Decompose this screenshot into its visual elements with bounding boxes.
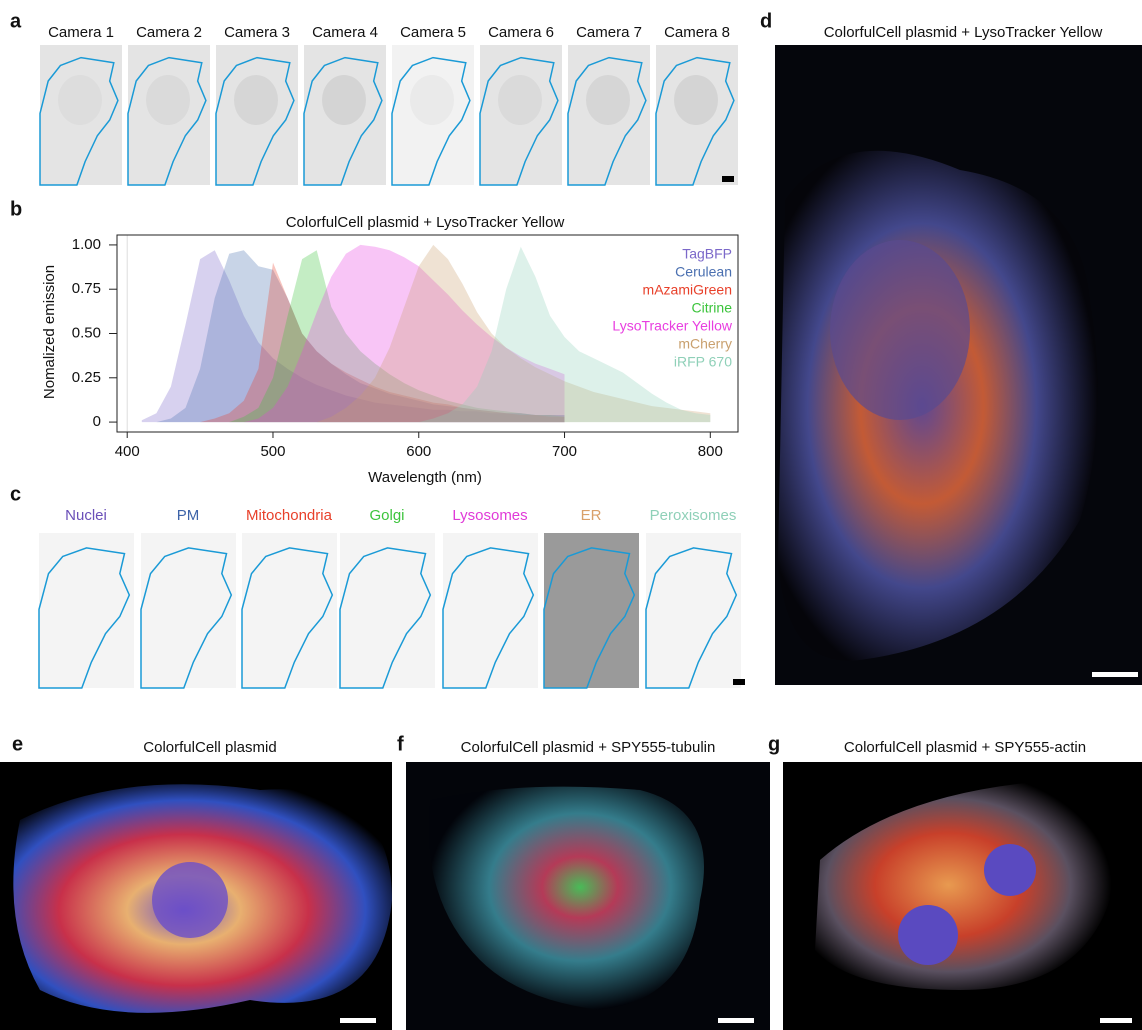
nucleus <box>830 240 970 420</box>
x-axis-label: Wavelength (nm) <box>368 469 482 486</box>
panel-label: f <box>397 733 404 755</box>
nucleus <box>898 905 958 965</box>
panel-label: d <box>760 10 772 32</box>
thumbnail <box>646 533 741 688</box>
y-axis-label: Nomalized emission <box>41 265 58 399</box>
panel-label: g <box>768 733 780 755</box>
chart-title: ColorfulCell plasmid + LysoTracker Yello… <box>286 214 565 231</box>
legend-entry: Citrine <box>692 300 733 316</box>
nucleus <box>984 844 1036 896</box>
panel-title: ColorfulCell plasmid + SPY555-tubulin <box>461 739 716 756</box>
panel-label: c <box>10 483 21 505</box>
thumbnail <box>340 533 435 688</box>
y-tick-label: 0 <box>93 413 101 430</box>
y-tick-label: 1.00 <box>72 236 101 253</box>
camera-label: Camera 8 <box>664 24 730 41</box>
x-tick-label: 700 <box>552 443 577 460</box>
thumb-texture <box>674 75 718 125</box>
legend-entry: iRFP 670 <box>674 354 732 370</box>
panel-label: a <box>10 10 22 32</box>
thumbnail <box>242 533 337 688</box>
thumbnail <box>39 533 134 688</box>
y-tick-label: 0.50 <box>72 324 101 341</box>
thumbnail <box>443 533 538 688</box>
organelle-label: Mitochondria <box>246 507 333 524</box>
thumb-texture <box>498 75 542 125</box>
organelle-label: Nuclei <box>65 507 107 524</box>
panel-title: ColorfulCell plasmid + SPY555-actin <box>844 739 1086 756</box>
thumb-texture <box>234 75 278 125</box>
camera-label: Camera 2 <box>136 24 202 41</box>
camera-label: Camera 1 <box>48 24 114 41</box>
thumb-texture <box>146 75 190 125</box>
panel-label: e <box>12 733 23 755</box>
legend-entry: LysoTracker Yellow <box>612 318 732 334</box>
camera-label: Camera 3 <box>224 24 290 41</box>
scale-bar <box>1100 1018 1132 1023</box>
y-tick-label: 0.75 <box>72 280 101 297</box>
legend-entry: TagBFP <box>682 246 732 262</box>
camera-label: Camera 6 <box>488 24 554 41</box>
nucleus <box>152 862 228 938</box>
legend-entry: Cerulean <box>675 264 732 280</box>
x-tick-label: 600 <box>406 443 431 460</box>
scale-bar <box>733 679 745 685</box>
scale-bar <box>1092 672 1138 677</box>
organelle-label: ER <box>581 507 602 524</box>
thumb-texture <box>586 75 630 125</box>
scale-bar <box>340 1018 376 1023</box>
thumb-texture <box>410 75 454 125</box>
x-tick-label: 800 <box>698 443 723 460</box>
thumb-texture <box>322 75 366 125</box>
panel-title: ColorfulCell plasmid <box>143 739 276 756</box>
panel-title: ColorfulCell plasmid + LysoTracker Yello… <box>824 24 1103 41</box>
scale-bar <box>722 176 734 182</box>
legend-entry: mAzamiGreen <box>643 282 732 298</box>
x-tick-label: 400 <box>115 443 140 460</box>
camera-label: Camera 4 <box>312 24 378 41</box>
camera-label: Camera 5 <box>400 24 466 41</box>
y-tick-label: 0.25 <box>72 369 101 386</box>
figure: a b c d e f g ColorfulCell plasmid + Lys… <box>0 0 1142 1030</box>
panel-label: b <box>10 198 22 220</box>
x-tick-label: 500 <box>260 443 285 460</box>
scale-bar <box>718 1018 754 1023</box>
legend-entry: mCherry <box>678 336 732 352</box>
organelle-label: Golgi <box>369 507 404 524</box>
organelle-label: Peroxisomes <box>650 507 737 524</box>
organelle-label: PM <box>177 507 200 524</box>
camera-label: Camera 7 <box>576 24 642 41</box>
thumb-texture <box>58 75 102 125</box>
organelle-label: Lysosomes <box>452 507 527 524</box>
thumbnail <box>544 533 639 688</box>
thumbnail <box>141 533 236 688</box>
